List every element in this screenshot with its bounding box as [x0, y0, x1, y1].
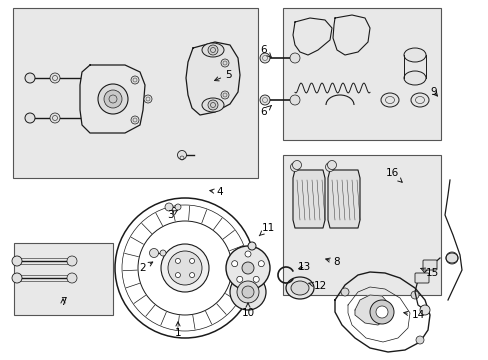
Circle shape: [340, 288, 348, 296]
Polygon shape: [292, 170, 325, 228]
Text: 7: 7: [60, 297, 66, 307]
Circle shape: [242, 286, 253, 298]
Text: 10: 10: [241, 303, 254, 318]
Circle shape: [25, 73, 35, 83]
Circle shape: [160, 250, 165, 256]
Circle shape: [50, 113, 60, 123]
Circle shape: [207, 45, 218, 55]
Circle shape: [50, 73, 60, 83]
Polygon shape: [185, 42, 240, 115]
Circle shape: [247, 242, 256, 250]
Circle shape: [189, 258, 194, 264]
Text: 2: 2: [140, 262, 152, 273]
Bar: [13, 8, 258, 178]
Ellipse shape: [403, 71, 425, 85]
Text: 16: 16: [385, 168, 402, 182]
FancyBboxPatch shape: [414, 273, 428, 283]
Circle shape: [225, 246, 269, 290]
Ellipse shape: [380, 93, 398, 107]
Circle shape: [260, 95, 269, 105]
Circle shape: [327, 161, 336, 170]
Text: 1: 1: [174, 322, 181, 338]
Circle shape: [369, 300, 393, 324]
Text: 13: 13: [297, 262, 310, 272]
Circle shape: [253, 276, 259, 282]
Circle shape: [189, 273, 194, 278]
Circle shape: [149, 248, 158, 257]
Text: 6: 6: [260, 45, 271, 57]
Circle shape: [221, 91, 228, 99]
Circle shape: [415, 336, 423, 344]
Bar: [14, 243, 113, 315]
Circle shape: [12, 273, 22, 283]
Text: 14: 14: [403, 310, 424, 320]
Circle shape: [25, 113, 35, 123]
Circle shape: [143, 95, 152, 103]
Circle shape: [410, 291, 418, 299]
Circle shape: [175, 273, 180, 278]
Circle shape: [98, 84, 128, 114]
Ellipse shape: [290, 281, 308, 295]
Text: 8: 8: [325, 257, 340, 267]
Circle shape: [104, 90, 122, 108]
Circle shape: [242, 262, 253, 274]
Circle shape: [445, 252, 457, 264]
Ellipse shape: [410, 93, 428, 107]
Text: 12: 12: [308, 281, 326, 291]
Circle shape: [221, 59, 228, 67]
Circle shape: [12, 256, 22, 266]
Circle shape: [175, 204, 181, 210]
Circle shape: [168, 251, 202, 285]
Ellipse shape: [202, 98, 224, 112]
Circle shape: [175, 258, 180, 264]
Bar: [283, 8, 440, 140]
Circle shape: [260, 53, 269, 63]
Circle shape: [67, 273, 77, 283]
Polygon shape: [80, 65, 145, 133]
Text: 3: 3: [166, 210, 177, 220]
Circle shape: [325, 162, 334, 171]
Circle shape: [419, 305, 429, 315]
Bar: [283, 155, 440, 295]
Circle shape: [290, 162, 299, 171]
Circle shape: [164, 203, 173, 211]
Text: 15: 15: [420, 268, 438, 278]
Circle shape: [244, 251, 250, 257]
Circle shape: [131, 116, 139, 124]
Polygon shape: [354, 295, 389, 325]
Text: 5: 5: [214, 70, 231, 81]
Circle shape: [236, 276, 242, 282]
Ellipse shape: [202, 43, 224, 57]
Circle shape: [258, 261, 264, 267]
FancyBboxPatch shape: [422, 260, 436, 270]
Circle shape: [292, 161, 301, 170]
Circle shape: [289, 95, 299, 105]
Text: 9: 9: [430, 87, 437, 97]
Text: 6: 6: [260, 105, 271, 117]
Text: 4: 4: [209, 187, 223, 197]
Circle shape: [161, 244, 208, 292]
Circle shape: [237, 281, 259, 303]
Text: 11: 11: [259, 223, 274, 236]
Circle shape: [231, 261, 237, 267]
Circle shape: [177, 150, 186, 159]
Circle shape: [67, 256, 77, 266]
Ellipse shape: [403, 48, 425, 62]
Circle shape: [229, 274, 265, 310]
Circle shape: [207, 100, 218, 110]
Circle shape: [289, 53, 299, 63]
Ellipse shape: [285, 277, 313, 299]
Circle shape: [131, 76, 139, 84]
Polygon shape: [327, 170, 359, 228]
Circle shape: [375, 306, 387, 318]
